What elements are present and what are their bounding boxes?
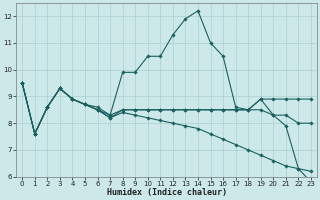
X-axis label: Humidex (Indice chaleur): Humidex (Indice chaleur)	[107, 188, 227, 197]
